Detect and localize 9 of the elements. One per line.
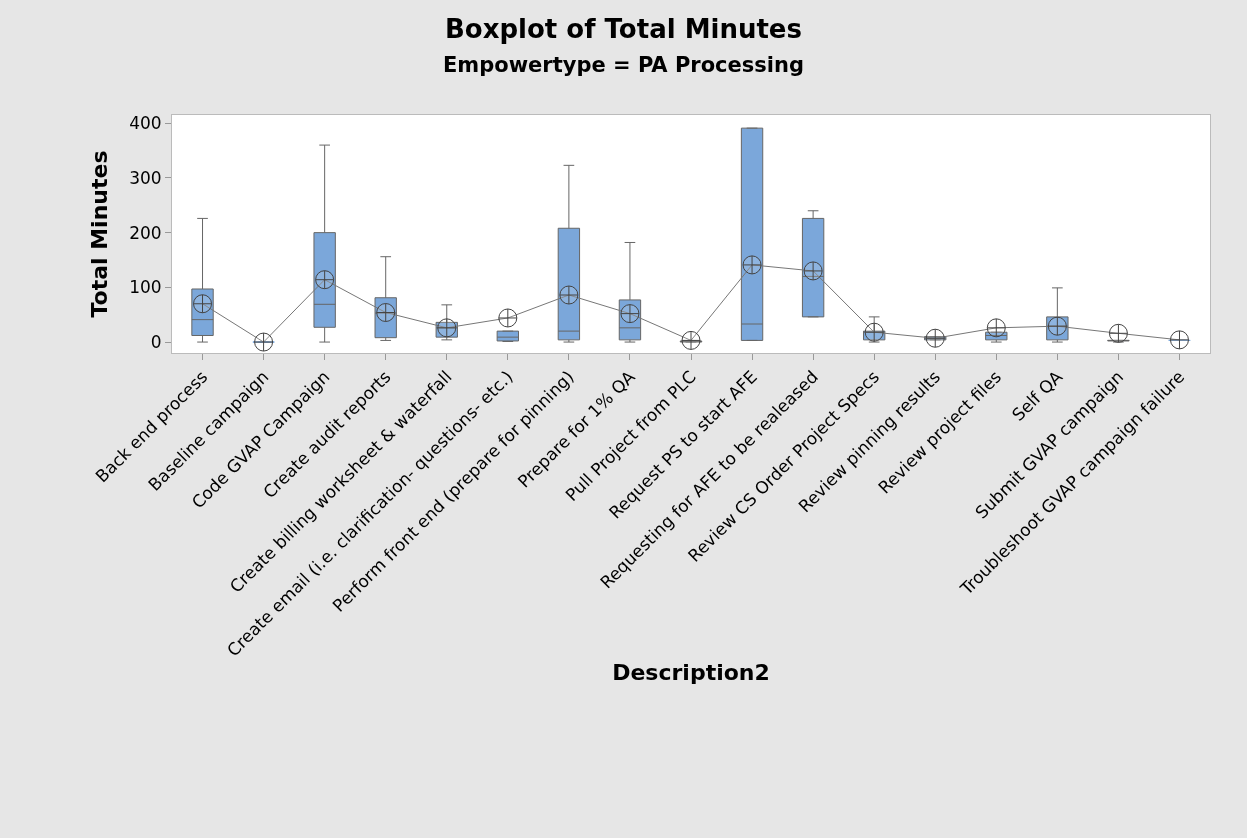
y-axis-title: Total Minutes [86, 150, 112, 318]
y-tick-label: 0 [150, 332, 162, 353]
y-tick-label: 300 [129, 167, 162, 188]
y-tick-label: 100 [129, 277, 162, 298]
y-tick-label: 200 [129, 222, 162, 243]
y-tick-label: 400 [129, 113, 162, 134]
chart-title: Boxplot of Total Minutes [445, 13, 802, 44]
x-axis-title: Description2 [612, 660, 770, 686]
chart-subtitle: Empowertype = PA Processing [443, 52, 804, 77]
